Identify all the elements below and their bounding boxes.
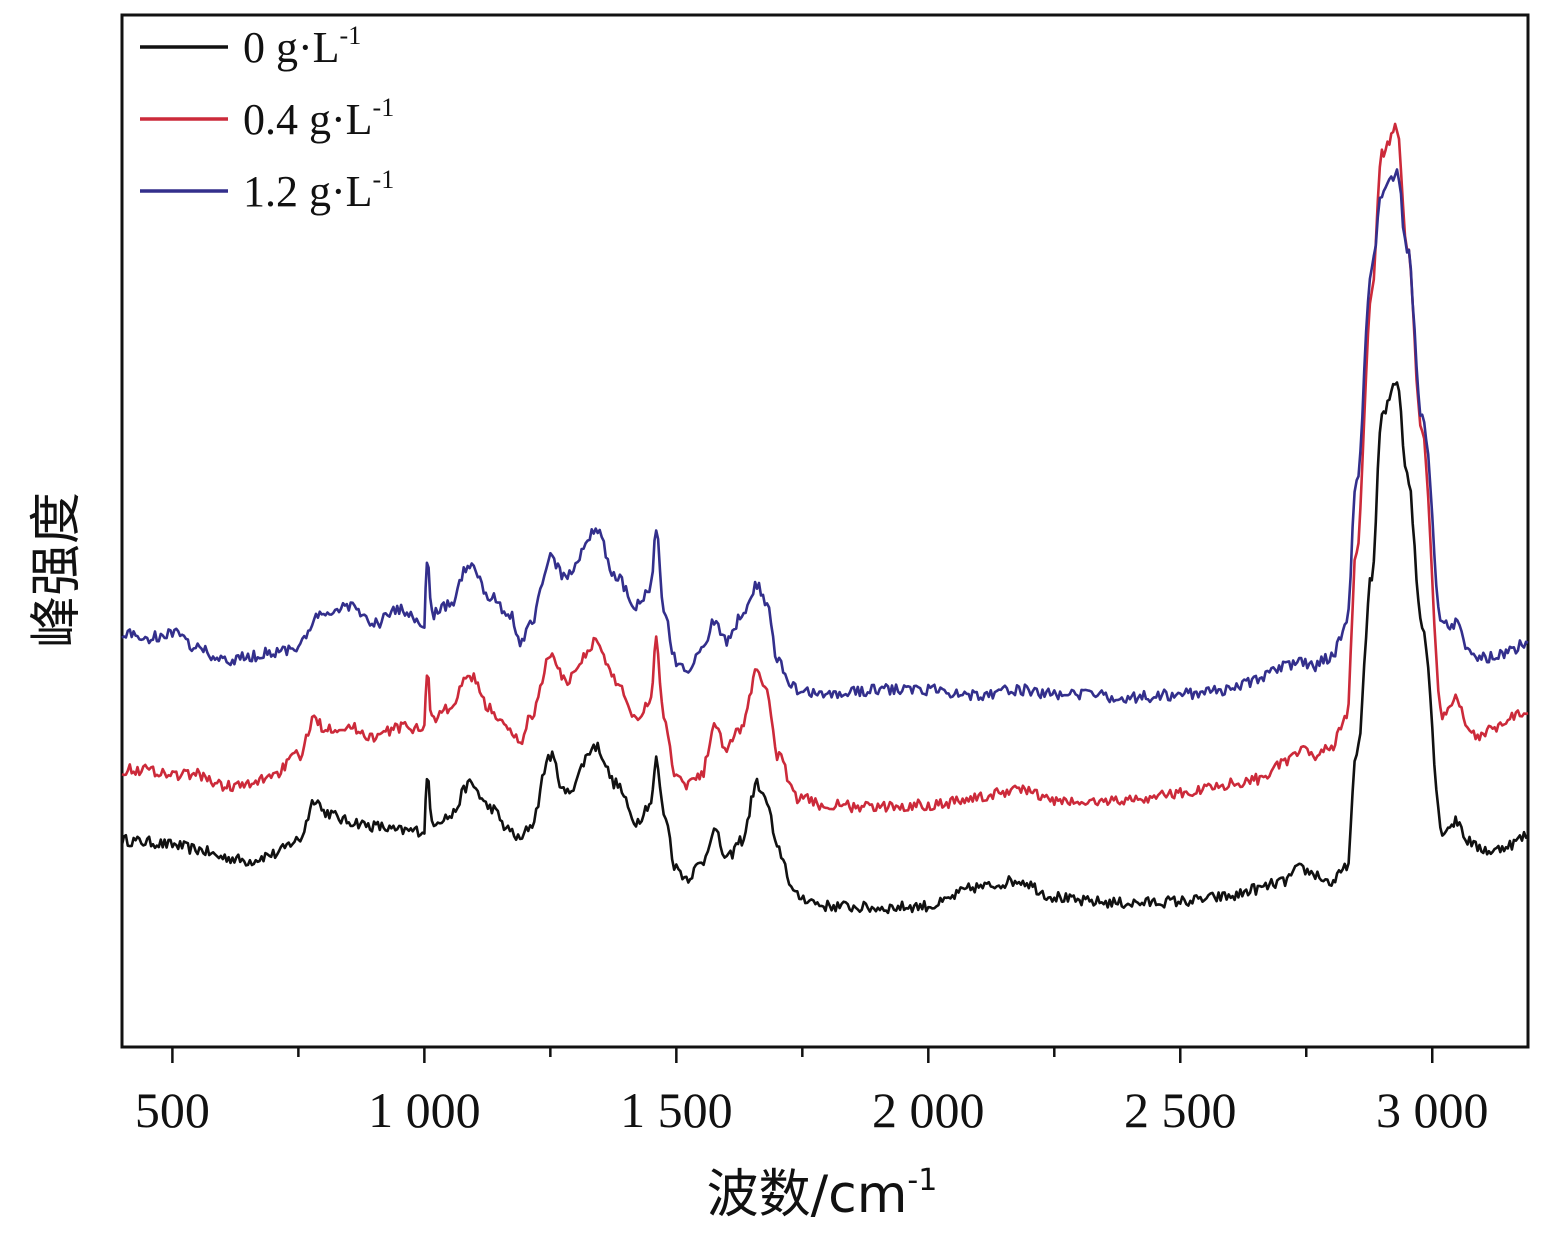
legend-label-main: 1.2 g·L [243, 167, 373, 216]
plot-frame [120, 13, 1530, 1049]
x-tick-label: 1 000 [368, 1082, 481, 1138]
legend-label: 1.2 g·L-1 [243, 165, 394, 216]
legend-label-main: 0.4 g·L [243, 95, 373, 144]
y-axis-title: 峰强度 [27, 492, 87, 648]
series-layer [120, 122, 1529, 915]
legend-label-main: 0 g·L [243, 23, 340, 72]
x-tick-label: 1 500 [620, 1082, 733, 1138]
legend: 0 g·L-10.4 g·L-11.2 g·L-1 [140, 21, 394, 216]
series-line [120, 381, 1529, 915]
legend-label: 0.4 g·L-1 [243, 93, 394, 144]
x-tick-label: 500 [135, 1082, 210, 1138]
x-tick-label: 3 000 [1376, 1082, 1489, 1138]
legend-label: 0 g·L-1 [243, 21, 361, 72]
legend-label-sup: -1 [373, 165, 395, 194]
x-axis-title: 波数/cm-1 [707, 1163, 938, 1225]
x-axis-ticks: 500 1 000 1 500 2 000 2 500 3 000 [135, 1047, 1489, 1138]
x-axis-title-main: 波数/cm [707, 1165, 908, 1225]
x-tick-label: 2 500 [1124, 1082, 1237, 1138]
x-tick-label: 2 000 [872, 1082, 985, 1138]
series-line [121, 168, 1529, 704]
legend-label-sup: -1 [373, 93, 395, 122]
legend-label-sup: -1 [340, 21, 362, 50]
x-axis-title-sup: -1 [907, 1163, 937, 1198]
series-line [121, 122, 1529, 814]
